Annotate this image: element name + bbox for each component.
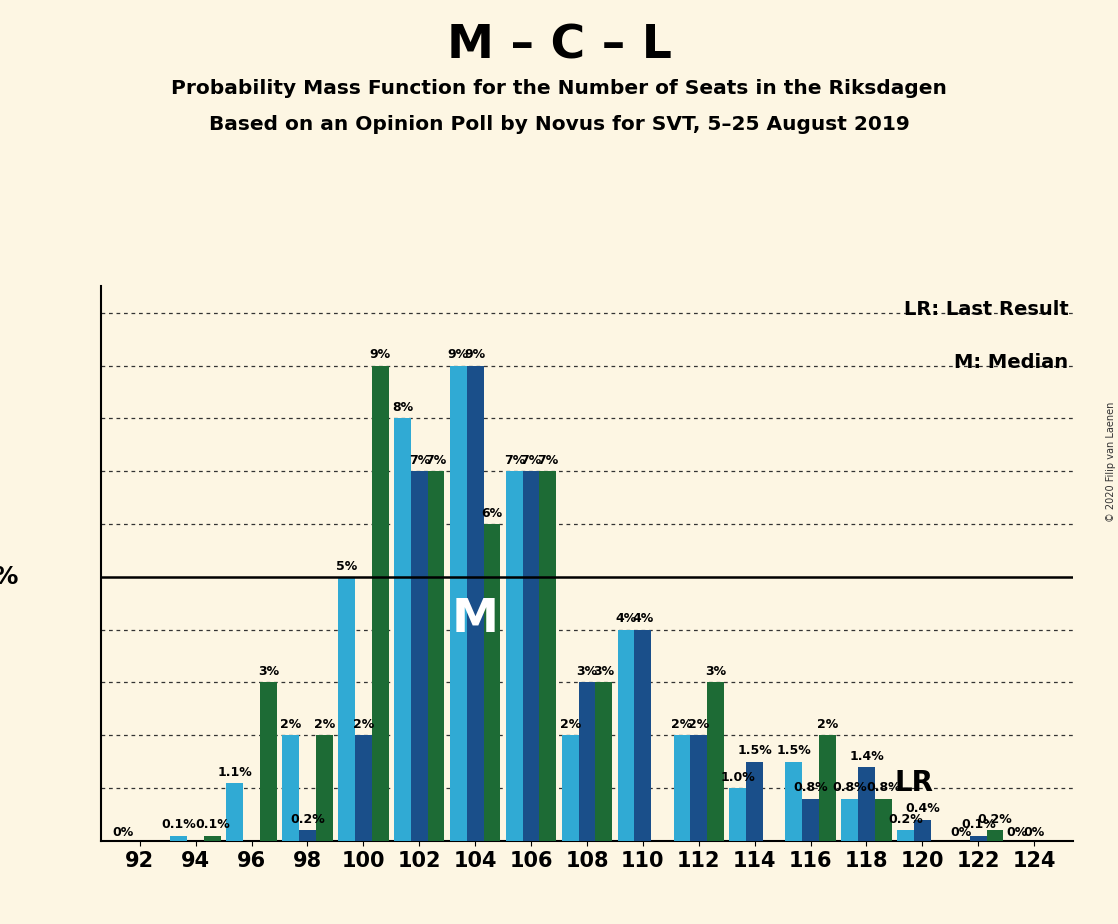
Bar <box>898 831 915 841</box>
Bar <box>316 736 333 841</box>
Text: 5%: 5% <box>335 560 358 573</box>
Bar <box>875 798 892 841</box>
Text: 0%: 0% <box>112 826 134 839</box>
Bar <box>356 736 372 841</box>
Bar <box>841 798 859 841</box>
Text: 1.4%: 1.4% <box>849 749 884 762</box>
Text: 9%: 9% <box>370 348 390 361</box>
Text: 0.1%: 0.1% <box>195 819 230 832</box>
Text: 6%: 6% <box>482 507 502 520</box>
Text: 3%: 3% <box>258 665 278 678</box>
Bar <box>635 629 652 841</box>
Bar <box>691 736 708 841</box>
Bar <box>803 798 819 841</box>
Text: 7%: 7% <box>408 454 430 467</box>
Text: Based on an Opinion Poll by Novus for SVT, 5–25 August 2019: Based on an Opinion Poll by Novus for SV… <box>209 116 909 135</box>
Text: © 2020 Filip van Laenen: © 2020 Filip van Laenen <box>1106 402 1116 522</box>
Text: 7%: 7% <box>503 454 525 467</box>
Text: 0.1%: 0.1% <box>161 819 197 832</box>
Text: 0.8%: 0.8% <box>794 782 827 795</box>
Text: 4%: 4% <box>632 613 654 626</box>
Text: 0.8%: 0.8% <box>866 782 900 795</box>
Text: 9%: 9% <box>448 348 468 361</box>
Text: LR: LR <box>894 769 934 796</box>
Text: 0.1%: 0.1% <box>960 819 996 832</box>
Bar <box>371 366 389 841</box>
Text: 3%: 3% <box>594 665 614 678</box>
Text: 2%: 2% <box>352 718 375 731</box>
Text: 0%: 0% <box>950 826 973 839</box>
Bar <box>484 524 501 841</box>
Text: M – C – L: M – C – L <box>446 23 672 68</box>
Bar <box>859 767 875 841</box>
Bar <box>539 471 556 841</box>
Text: 9%: 9% <box>465 348 485 361</box>
Text: 2%: 2% <box>313 718 335 731</box>
Bar <box>411 471 427 841</box>
Bar <box>747 761 764 841</box>
Bar <box>987 831 1004 841</box>
Bar <box>449 366 467 841</box>
Text: 0.8%: 0.8% <box>833 782 866 795</box>
Bar <box>170 835 188 841</box>
Text: 0.4%: 0.4% <box>904 803 940 816</box>
Text: 2%: 2% <box>816 718 838 731</box>
Bar <box>708 683 724 841</box>
Bar <box>970 835 987 841</box>
Bar <box>915 820 931 841</box>
Bar <box>282 736 300 841</box>
Text: 7%: 7% <box>537 454 559 467</box>
Text: 2%: 2% <box>688 718 710 731</box>
Bar <box>729 788 747 841</box>
Bar <box>226 783 244 841</box>
Text: 2%: 2% <box>671 718 693 731</box>
Bar <box>205 835 221 841</box>
Text: 1.5%: 1.5% <box>776 745 812 758</box>
Bar <box>617 629 635 841</box>
Bar <box>505 471 523 841</box>
Text: 5%: 5% <box>0 565 18 589</box>
Bar <box>579 683 596 841</box>
Bar <box>522 471 539 841</box>
Bar <box>785 761 803 841</box>
Bar <box>300 831 316 841</box>
Bar <box>259 683 277 841</box>
Bar <box>395 419 411 841</box>
Text: 0.2%: 0.2% <box>290 813 325 826</box>
Text: 1.1%: 1.1% <box>217 766 253 779</box>
Text: 0%: 0% <box>1023 826 1045 839</box>
Text: M: M <box>452 597 499 641</box>
Text: M: Median: M: Median <box>955 353 1069 372</box>
Text: 2%: 2% <box>280 718 302 731</box>
Text: 0.2%: 0.2% <box>888 813 923 826</box>
Text: 4%: 4% <box>615 613 637 626</box>
Text: 1.5%: 1.5% <box>737 745 773 758</box>
Text: Probability Mass Function for the Number of Seats in the Riksdagen: Probability Mass Function for the Number… <box>171 79 947 98</box>
Bar <box>339 577 356 841</box>
Bar <box>562 736 579 841</box>
Text: LR: Last Result: LR: Last Result <box>903 300 1069 320</box>
Text: 2%: 2% <box>559 718 581 731</box>
Text: 0.2%: 0.2% <box>977 813 1013 826</box>
Text: 3%: 3% <box>577 665 597 678</box>
Text: 3%: 3% <box>705 665 726 678</box>
Text: 7%: 7% <box>425 454 447 467</box>
Bar <box>467 366 483 841</box>
Text: 8%: 8% <box>392 401 413 414</box>
Bar <box>818 736 836 841</box>
Text: 0%: 0% <box>1006 826 1029 839</box>
Bar <box>596 683 613 841</box>
Bar <box>673 736 691 841</box>
Text: 7%: 7% <box>520 454 542 467</box>
Text: 1.0%: 1.0% <box>720 771 756 784</box>
Bar <box>427 471 444 841</box>
